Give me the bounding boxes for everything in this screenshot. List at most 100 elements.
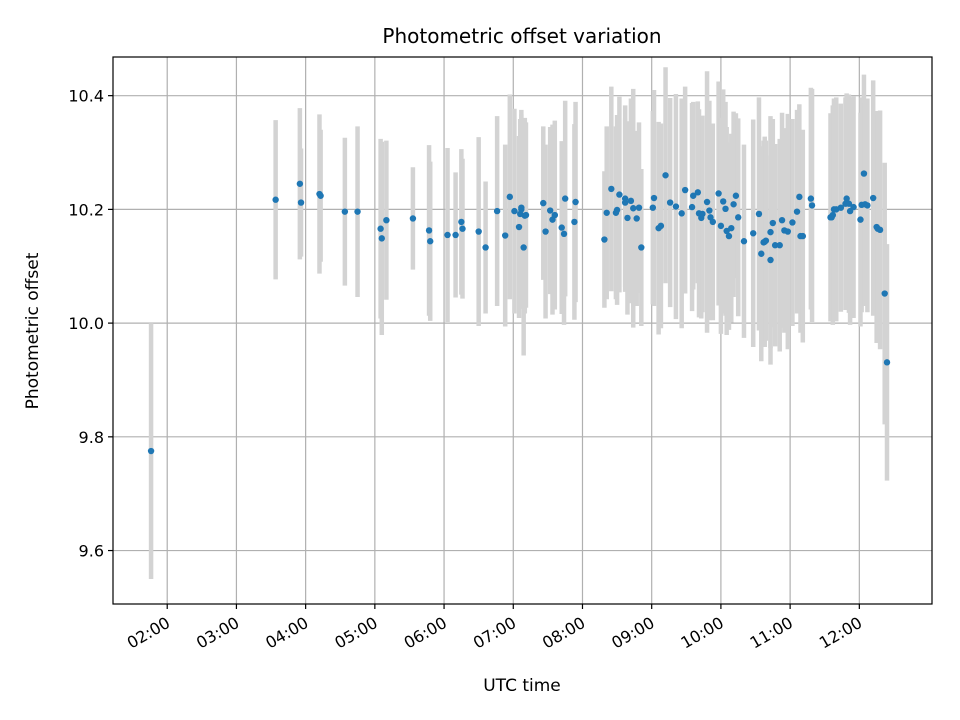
data-point xyxy=(147,447,155,455)
data-point xyxy=(829,211,836,219)
data-point xyxy=(520,244,527,251)
data-point xyxy=(425,227,433,234)
data-point xyxy=(272,196,279,203)
data-point xyxy=(452,231,459,239)
x-tick-label: 03:00 xyxy=(193,613,242,653)
data-point xyxy=(558,224,565,231)
data-point xyxy=(459,225,466,232)
data-point xyxy=(762,237,770,244)
x-tick-label: 08:00 xyxy=(539,613,588,653)
data-points xyxy=(147,170,891,455)
data-point xyxy=(715,190,722,197)
data-point xyxy=(542,228,549,235)
data-point xyxy=(633,215,640,222)
data-point xyxy=(883,359,891,366)
data-point xyxy=(703,198,711,206)
data-point xyxy=(458,218,465,226)
data-point xyxy=(758,250,765,257)
data-point xyxy=(796,193,803,201)
data-point xyxy=(493,207,501,215)
data-point xyxy=(540,199,547,207)
x-tick-label: 12:00 xyxy=(816,613,865,653)
data-point xyxy=(860,170,868,177)
data-point xyxy=(725,232,733,240)
data-point xyxy=(740,238,748,245)
x-tick-label: 02:00 xyxy=(124,613,173,653)
data-point xyxy=(635,204,643,211)
x-axis: 02:00 03:00 04:00 05:00 06:00 07:00 08:00 09:00… xyxy=(124,604,865,653)
data-point xyxy=(769,219,777,227)
data-point xyxy=(296,180,304,187)
data-point xyxy=(546,207,554,214)
data-point xyxy=(601,236,608,243)
data-point xyxy=(869,194,877,202)
data-point xyxy=(377,225,384,232)
data-point xyxy=(876,226,884,234)
data-point xyxy=(409,215,417,222)
data-point xyxy=(560,230,568,238)
data-point xyxy=(627,197,635,205)
data-point xyxy=(657,222,665,230)
data-point xyxy=(650,194,658,202)
data-point xyxy=(511,207,518,215)
data-point xyxy=(837,204,845,211)
data-point xyxy=(881,290,888,297)
data-point xyxy=(771,242,779,249)
data-point xyxy=(518,204,525,211)
data-point xyxy=(506,193,514,201)
data-point xyxy=(630,205,637,212)
data-point xyxy=(662,172,669,179)
y-tick-label: 10.4 xyxy=(68,87,104,106)
data-point xyxy=(522,211,530,219)
plot-frame xyxy=(112,56,933,605)
data-point xyxy=(722,205,729,213)
data-point xyxy=(850,203,857,211)
data-point xyxy=(613,206,621,214)
x-tick-label: 06:00 xyxy=(401,613,450,653)
data-point xyxy=(776,242,783,249)
data-point xyxy=(383,216,390,224)
data-point xyxy=(793,208,801,215)
data-point xyxy=(706,207,713,214)
data-point xyxy=(843,195,850,202)
data-point xyxy=(571,218,578,226)
data-point xyxy=(778,216,786,224)
data-point xyxy=(649,204,657,211)
data-point xyxy=(561,195,569,202)
data-point xyxy=(755,210,763,218)
data-point xyxy=(678,210,685,217)
data-point xyxy=(808,202,816,209)
x-tick-label: 05:00 xyxy=(331,613,380,653)
data-point xyxy=(717,222,725,230)
data-point xyxy=(427,238,434,245)
data-point xyxy=(799,232,807,240)
data-point xyxy=(688,203,696,211)
data-point xyxy=(572,198,579,206)
data-point xyxy=(341,208,349,215)
x-tick-label: 11:00 xyxy=(747,613,796,653)
data-point xyxy=(699,210,706,218)
data-point xyxy=(789,219,796,226)
y-tick-label: 9.6 xyxy=(79,542,104,561)
y-tick-label: 10.0 xyxy=(68,314,104,333)
x-tick-label: 10:00 xyxy=(677,613,726,653)
data-point xyxy=(378,235,385,242)
y-tick-label: 9.8 xyxy=(79,428,104,447)
data-point xyxy=(672,203,680,210)
data-point xyxy=(624,214,631,222)
chart-title: Photometric offset variation xyxy=(382,24,661,48)
data-point xyxy=(317,192,324,199)
data-point xyxy=(444,231,451,239)
data-point xyxy=(750,230,757,237)
data-point xyxy=(723,227,730,235)
data-point xyxy=(735,214,742,221)
data-point xyxy=(501,232,509,239)
data-point xyxy=(297,199,305,206)
y-axis-label: Photometric offset xyxy=(23,252,43,409)
x-tick-label: 07:00 xyxy=(470,613,519,653)
data-point xyxy=(475,228,482,235)
data-point xyxy=(807,195,815,202)
data-point xyxy=(616,191,623,198)
data-point xyxy=(728,224,735,232)
